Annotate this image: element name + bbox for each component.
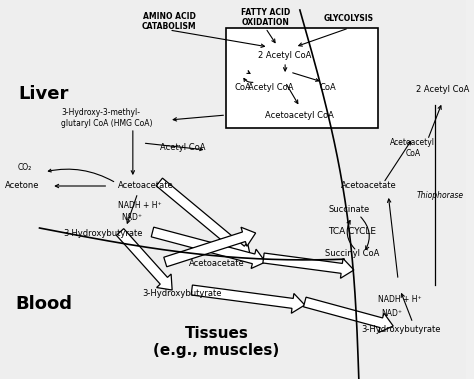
Text: Thiophorase: Thiophorase — [417, 191, 464, 200]
Polygon shape — [263, 253, 354, 278]
Text: Acetoacetate: Acetoacetate — [189, 258, 244, 268]
Text: 3-Hydroxybutyrate: 3-Hydroxybutyrate — [142, 290, 222, 299]
Text: TCA CYCLE: TCA CYCLE — [328, 227, 376, 236]
Text: Acetone: Acetone — [5, 182, 39, 191]
Polygon shape — [303, 297, 393, 332]
Text: NAD⁺: NAD⁺ — [382, 310, 402, 318]
Text: Acetyl CoA: Acetyl CoA — [247, 83, 293, 92]
Text: 2 Acetyl CoA: 2 Acetyl CoA — [258, 50, 312, 60]
Text: CoA: CoA — [235, 83, 251, 92]
Text: NAD⁺: NAD⁺ — [121, 213, 142, 222]
Text: Succinate: Succinate — [328, 205, 370, 215]
Text: Acetoacetate: Acetoacetate — [341, 182, 397, 191]
Polygon shape — [164, 227, 255, 267]
Text: 3-Hydroxybutyrate: 3-Hydroxybutyrate — [361, 326, 441, 335]
Text: CO₂: CO₂ — [18, 163, 32, 172]
Text: Tissues
(e.g., muscles): Tissues (e.g., muscles) — [153, 326, 280, 358]
Polygon shape — [191, 285, 305, 313]
Text: Liver: Liver — [18, 85, 68, 103]
Text: Acetyl CoA: Acetyl CoA — [160, 144, 206, 152]
Text: CoA: CoA — [319, 83, 336, 92]
Text: Succinyl CoA: Succinyl CoA — [325, 249, 379, 258]
Text: Blood: Blood — [15, 295, 72, 313]
Text: 3-Hydroxybutyrate: 3-Hydroxybutyrate — [64, 229, 143, 238]
Polygon shape — [117, 229, 172, 290]
Polygon shape — [151, 227, 265, 268]
Text: Acetoacetyl
CoA: Acetoacetyl CoA — [391, 138, 435, 158]
Text: 3-Hydroxy-3-methyl-
glutaryl CoA (HMG CoA): 3-Hydroxy-3-methyl- glutaryl CoA (HMG Co… — [61, 108, 153, 128]
Text: NADH + H⁺: NADH + H⁺ — [378, 296, 422, 304]
Text: Acetoacetate: Acetoacetate — [118, 182, 173, 191]
Polygon shape — [156, 178, 251, 258]
Text: AMINO ACID
CATABOLISM: AMINO ACID CATABOLISM — [142, 12, 197, 31]
Text: GLYCOLYSIS: GLYCOLYSIS — [324, 14, 374, 23]
Text: Acetoacetyl CoA: Acetoacetyl CoA — [265, 111, 334, 119]
Text: FATTY ACID
OXIDATION: FATTY ACID OXIDATION — [241, 8, 290, 27]
Text: 2 Acetyl CoA: 2 Acetyl CoA — [416, 86, 469, 94]
Text: NADH + H⁺: NADH + H⁺ — [118, 200, 162, 210]
FancyBboxPatch shape — [226, 28, 378, 128]
